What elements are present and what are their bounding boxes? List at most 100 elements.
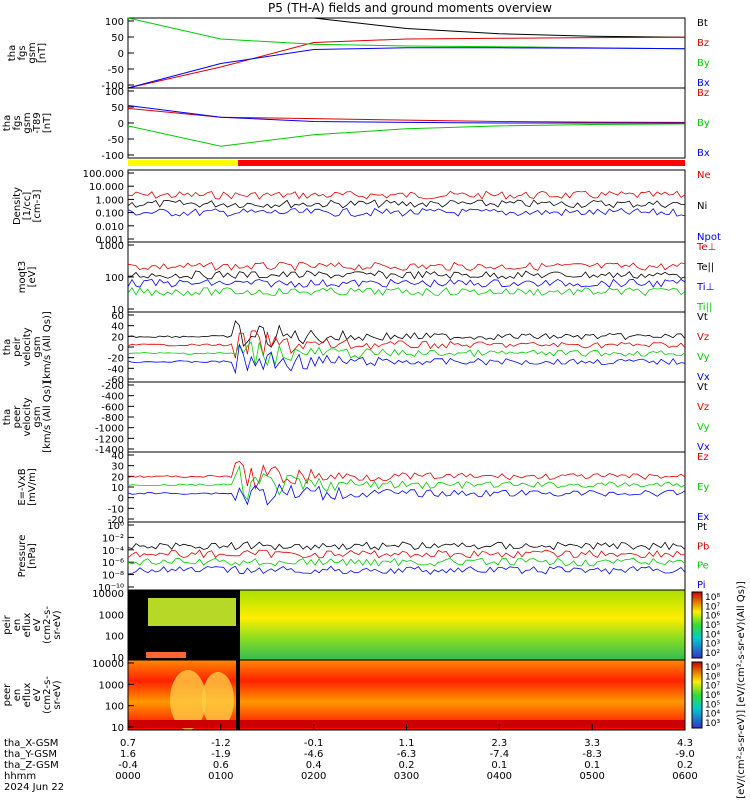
x-row-value: -4.6 — [304, 749, 324, 760]
series-Bz — [127, 107, 686, 123]
x-row-value: 0400 — [487, 771, 512, 782]
y-axis-label: Density — [12, 187, 23, 225]
y-tick-label: 10000 — [92, 589, 124, 600]
x-row-value: -8.3 — [582, 749, 602, 760]
y-tick-label: 10⁻¹⁰ — [98, 583, 124, 594]
series-trace — [127, 341, 686, 367]
y-tick-label: 100.000 — [83, 169, 124, 180]
x-row-value: -7.4 — [490, 749, 510, 760]
x-row-value: 4.3 — [677, 738, 693, 749]
x-row-label: tha_X-GSM — [4, 738, 58, 749]
x-row-value: 0.6 — [213, 760, 229, 771]
status-bar-red — [238, 160, 685, 166]
y-axis-label: peir — [12, 336, 23, 356]
x-row-value: -6.3 — [397, 749, 417, 760]
y-axis-label: (cm2-s- — [42, 606, 53, 644]
series-trace — [127, 541, 686, 551]
legend-entry: Pt — [697, 522, 707, 533]
legend-entry: Vx — [697, 442, 710, 453]
legend-entry: Vy — [697, 422, 710, 433]
y-tick-label: 0 — [118, 494, 124, 505]
spectrogram-patch — [202, 672, 234, 728]
x-row-value: 0.1 — [584, 760, 600, 771]
y-axis-label: [km/s (All Qs)] — [42, 381, 53, 453]
y-tick-label: -100 — [101, 151, 124, 162]
colorbar-tick-label: 10⁴ — [705, 710, 720, 720]
colorbar-tick-label: 10³ — [705, 640, 720, 650]
legend-entry: Te|| — [696, 262, 714, 273]
y-tick-label: 10000 — [92, 659, 124, 670]
y-tick-label: -20 — [108, 515, 124, 526]
x-row-label: tha_Y-GSM — [4, 749, 57, 760]
y-axis-label: [nPa] — [27, 543, 38, 569]
panel-frame — [127, 241, 686, 313]
y-tick-label: 30 — [111, 462, 124, 473]
legend-entry: Vt — [697, 312, 708, 323]
colorbar-tick-label: 10⁷ — [705, 602, 720, 612]
y-tick-label: 10 — [111, 305, 124, 316]
y-axis-label: (cm2-s- — [42, 676, 53, 714]
y-axis-label: en — [12, 689, 23, 702]
y-axis-label: tha — [7, 45, 18, 61]
y-tick-label: -50 — [108, 135, 124, 146]
y-axis-label: tha — [0, 687, 3, 703]
legend-entry: Ti|| — [696, 302, 712, 313]
y-tick-label: 0.001 — [95, 235, 124, 246]
x-axis-annotations: tha_X-GSM 0.7 -1.2 -0.1 1.1 2.3 3.3 4.3 tha_Y-GS… — [4, 724, 698, 793]
y-tick-label: 40 — [111, 322, 124, 333]
series-trace — [127, 190, 686, 200]
y-tick-label: 100 — [105, 17, 124, 28]
panel-peer_eflux: 10000 1000 100 10 tha peer en eflux eV (cm2-s-sr-… — [0, 659, 686, 734]
y-tick-label: 0 — [118, 49, 124, 60]
series-trace — [127, 549, 686, 559]
legend-entry: Bz — [697, 88, 709, 99]
series-Bt — [128, 17, 686, 38]
x-row-value: 0.4 — [306, 760, 322, 771]
y-tick-label: 10⁻⁸ — [102, 571, 124, 582]
legend-entry: Pb — [697, 541, 709, 552]
series-trace — [127, 270, 686, 280]
figure-title: P5 (TH-A) fields and ground moments over… — [268, 1, 552, 15]
y-tick-label: 10⁻² — [102, 533, 124, 544]
y-tick-label: 100 — [105, 702, 124, 713]
x-row-value: 1.6 — [120, 749, 136, 760]
series-trace — [127, 557, 686, 567]
x-axis-date: 2024 Jun 22 — [4, 782, 64, 793]
y-axis-label: Pressure — [17, 535, 28, 578]
series-trace — [127, 199, 686, 209]
legend-entry: Vz — [697, 402, 709, 413]
x-row-value: -0.4 — [118, 760, 138, 771]
spectrogram-patch — [170, 670, 206, 730]
y-axis-label: sr-eV) — [52, 680, 63, 709]
y-axis-label: gsm — [22, 112, 33, 133]
y-axis-label: [nT] — [42, 113, 53, 133]
legend-entry: Ni — [697, 201, 707, 212]
y-axis-label: eV — [32, 688, 43, 701]
x-row-value: 3.3 — [584, 738, 600, 749]
y-axis-label: gsm — [32, 406, 43, 427]
legend-entry: Te⊥ — [696, 242, 716, 253]
y-tick-label: -50 — [108, 65, 124, 76]
y-axis-label: peer — [12, 405, 23, 429]
y-axis-label: velocity — [22, 327, 33, 366]
legend-entry: Ne — [697, 170, 711, 181]
y-tick-label: 100 — [105, 87, 124, 98]
x-row-value: 0.7 — [120, 738, 136, 749]
y-tick-label: 20 — [111, 472, 124, 483]
legend-entry: Npot — [697, 232, 721, 243]
legend-entry: Vz — [697, 332, 709, 343]
colorbar-tick-label: 10⁷ — [705, 682, 720, 692]
y-axis-label: en — [12, 619, 23, 632]
colorbar-tick-label: 10⁸ — [705, 593, 720, 603]
y-axis-label: fgs — [12, 115, 23, 130]
series-trace — [127, 278, 686, 288]
y-tick-label: -60 — [108, 375, 124, 386]
y-axis-label: peer — [2, 683, 13, 707]
x-row-value: -9.0 — [675, 749, 695, 760]
legend-entry: Vx — [697, 372, 710, 383]
series-Bx — [127, 105, 685, 124]
x-row-value: 0.1 — [491, 760, 507, 771]
y-tick-label: 0 — [118, 343, 124, 354]
